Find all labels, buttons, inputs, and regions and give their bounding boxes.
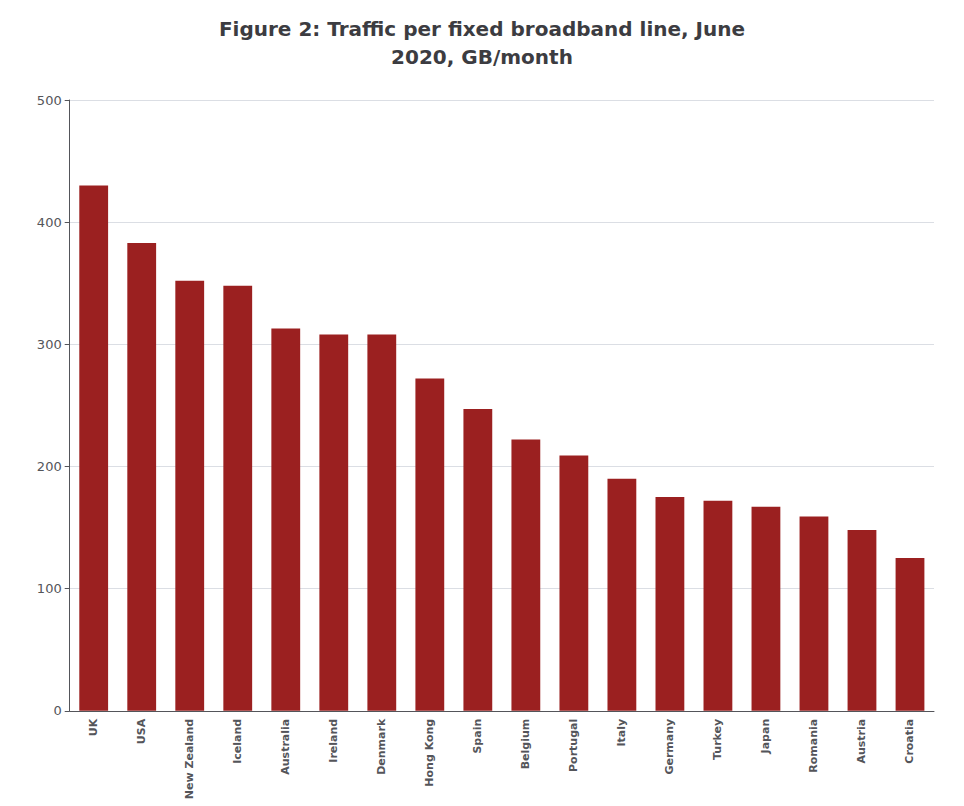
svg-text:Turkey: Turkey bbox=[711, 719, 724, 760]
svg-text:Portugal: Portugal bbox=[567, 719, 580, 772]
svg-text:Iceland: Iceland bbox=[231, 719, 244, 764]
svg-text:Croatia: Croatia bbox=[903, 719, 916, 764]
svg-text:0: 0 bbox=[53, 703, 61, 718]
svg-text:300: 300 bbox=[37, 337, 62, 352]
svg-text:200: 200 bbox=[37, 459, 62, 474]
svg-text:500: 500 bbox=[37, 93, 62, 108]
svg-text:Japan: Japan bbox=[759, 719, 772, 755]
svg-text:2020, GB/month: 2020, GB/month bbox=[391, 45, 573, 69]
svg-text:New Zealand: New Zealand bbox=[183, 719, 196, 799]
svg-text:UK: UK bbox=[87, 718, 100, 736]
svg-text:Spain: Spain bbox=[471, 719, 484, 754]
svg-text:Belgium: Belgium bbox=[519, 719, 532, 770]
svg-text:Austria: Austria bbox=[855, 719, 868, 764]
svg-text:100: 100 bbox=[37, 581, 62, 596]
svg-text:400: 400 bbox=[37, 215, 62, 230]
svg-text:Ireland: Ireland bbox=[327, 719, 340, 763]
svg-text:Italy: Italy bbox=[615, 719, 628, 747]
svg-text:USA: USA bbox=[135, 718, 148, 744]
svg-text:Hong Kong: Hong Kong bbox=[423, 719, 436, 787]
svg-text:Germany: Germany bbox=[663, 719, 676, 775]
svg-text:Denmark: Denmark bbox=[375, 718, 388, 775]
svg-text:Romania: Romania bbox=[807, 719, 820, 773]
svg-text:Australia: Australia bbox=[279, 719, 292, 775]
svg-text:Figure 2: Traffic per fixed br: Figure 2: Traffic per fixed broadband li… bbox=[219, 17, 745, 41]
